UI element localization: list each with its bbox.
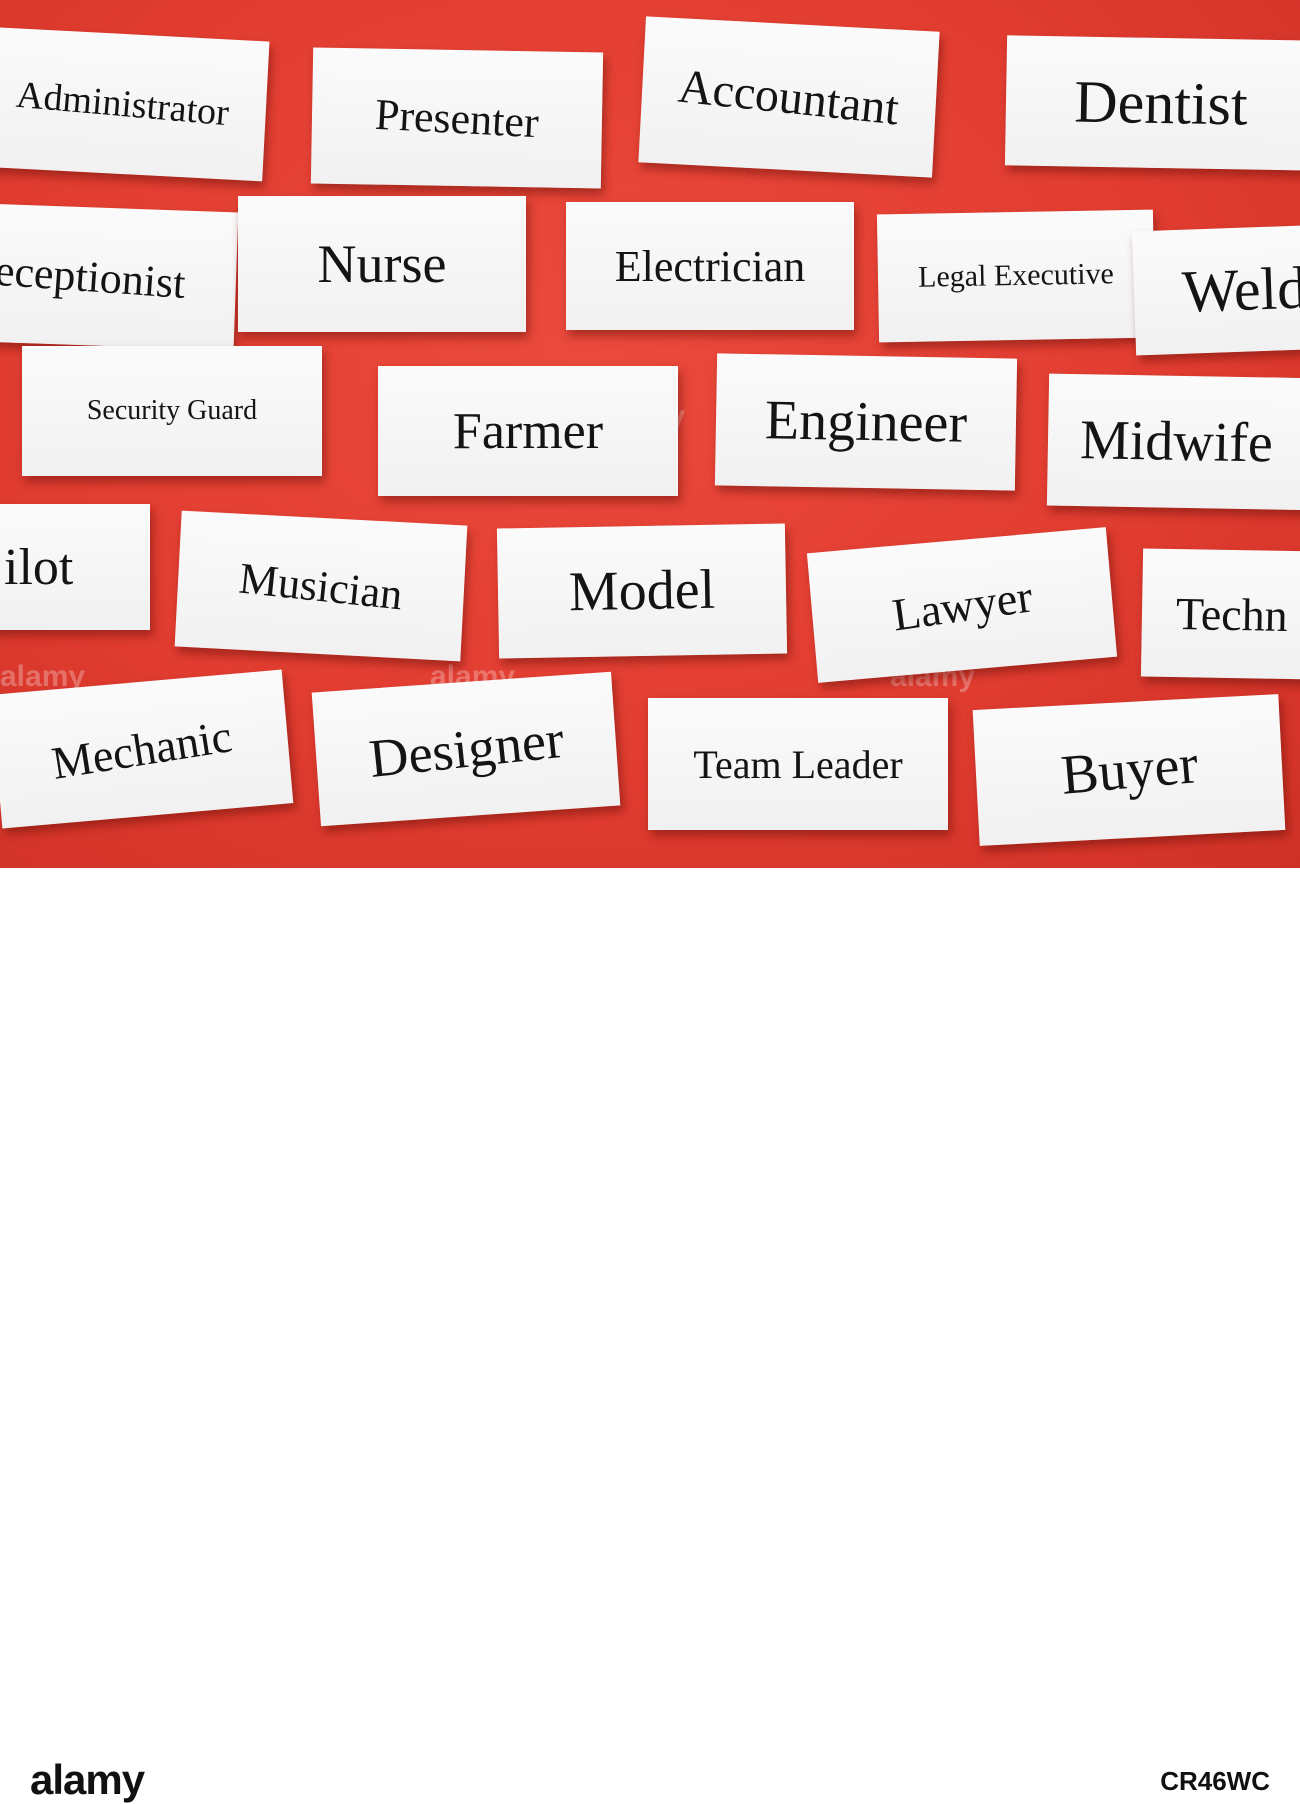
job-card-presenter: Presenter bbox=[310, 47, 604, 189]
job-card-security-guard: Security Guard bbox=[22, 346, 322, 476]
job-title: Farmer bbox=[452, 402, 604, 460]
job-title: Electrician bbox=[614, 241, 806, 291]
job-card-administrator: Administrator bbox=[0, 26, 270, 182]
job-card-technician: Techn bbox=[1140, 548, 1300, 680]
job-title: Presenter bbox=[373, 89, 541, 147]
job-title: Buyer bbox=[1058, 733, 1200, 807]
job-card-electrician: Electrician bbox=[566, 202, 854, 330]
job-card-legal-executive: Legal Executive bbox=[876, 209, 1156, 343]
job-title: Administrator bbox=[14, 73, 232, 135]
job-card-buyer: Buyer bbox=[972, 694, 1286, 846]
job-card-accountant: Accountant bbox=[638, 16, 940, 178]
job-title: Midwife bbox=[1079, 409, 1274, 475]
job-title: Engineer bbox=[764, 389, 968, 455]
job-card-pilot: ilot bbox=[0, 504, 150, 630]
job-card-mechanic: Mechanic bbox=[0, 669, 294, 829]
job-title: Team Leader bbox=[693, 741, 903, 787]
watermark-footer: alamy CR46WC bbox=[0, 868, 1300, 1803]
job-title: Model bbox=[568, 558, 716, 624]
job-title: Lawyer bbox=[888, 569, 1036, 641]
job-title: Musician bbox=[236, 553, 405, 619]
red-background-board: alamy alamy alamy alamy alamy alamy Admi… bbox=[0, 0, 1300, 868]
job-title: Nurse bbox=[317, 234, 447, 294]
job-title: Accountant bbox=[676, 59, 902, 135]
job-title: eceptionist bbox=[0, 245, 187, 308]
job-card-engineer: Engineer bbox=[714, 353, 1018, 491]
job-title: Legal Executive bbox=[917, 257, 1115, 294]
job-card-team-leader: Team Leader bbox=[648, 698, 948, 830]
job-card-musician: Musician bbox=[174, 510, 468, 662]
job-title: ilot bbox=[4, 538, 74, 596]
job-title: Weld bbox=[1180, 253, 1300, 325]
job-card-nurse: Nurse bbox=[238, 196, 526, 332]
job-card-lawyer: Lawyer bbox=[806, 527, 1118, 683]
alamy-logo: alamy bbox=[30, 1756, 145, 1803]
job-card-model: Model bbox=[496, 523, 788, 659]
job-title: Techn bbox=[1175, 587, 1289, 641]
job-card-dentist: Dentist bbox=[1004, 35, 1300, 171]
job-card-designer: Designer bbox=[311, 671, 621, 827]
image-code: CR46WC bbox=[1160, 1766, 1270, 1796]
job-title: Designer bbox=[365, 708, 567, 790]
job-title: Dentist bbox=[1073, 67, 1249, 138]
job-card-welder: Weld bbox=[1131, 224, 1300, 356]
job-title: Mechanic bbox=[48, 709, 236, 789]
job-card-midwife: Midwife bbox=[1046, 373, 1300, 511]
job-card-farmer: Farmer bbox=[378, 366, 678, 496]
job-card-receptionist: eceptionist bbox=[0, 203, 239, 351]
job-title: Security Guard bbox=[86, 395, 258, 426]
